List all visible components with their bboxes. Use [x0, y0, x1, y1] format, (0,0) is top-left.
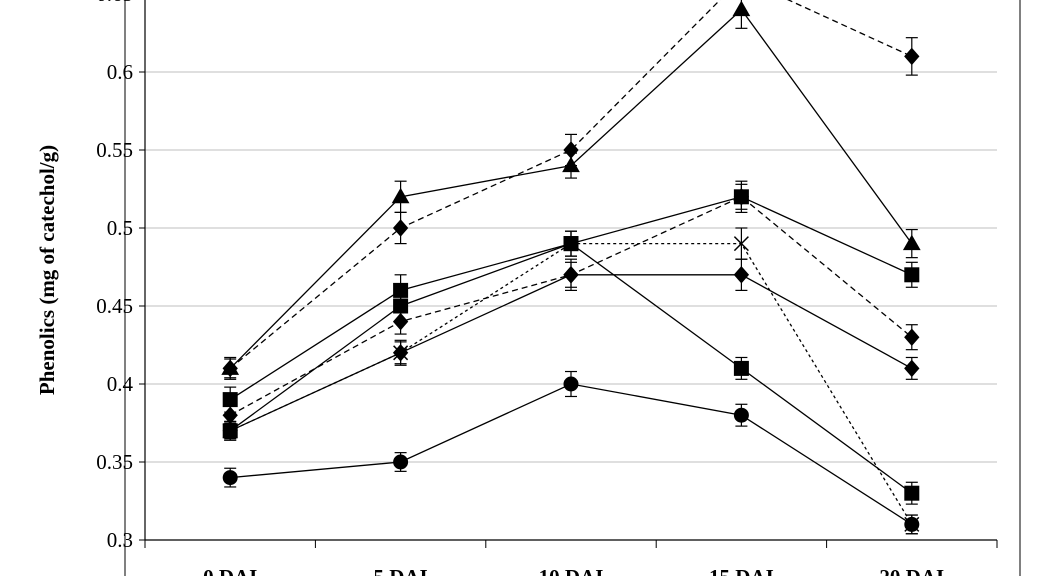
data-point-circle: [222, 470, 238, 486]
x-tick-label: 15 DAI: [709, 565, 774, 576]
y-tick-label: 0.55: [96, 138, 133, 162]
y-tick-labels: 0.3 0.35 0.4 0.45 0.5 0.55 0.6 0.65: [96, 0, 133, 552]
y-tick-label: 0.3: [107, 528, 133, 552]
data-point-cross: [563, 236, 579, 252]
data-point-cross: [222, 423, 238, 439]
data-point-triangle: [732, 0, 751, 17]
data-point-diamond: [222, 406, 238, 424]
y-tick-label: 0.6: [107, 60, 133, 84]
data-point-square: [222, 392, 238, 408]
data-point-diamond: [904, 328, 920, 346]
data-point-diamond: [563, 141, 579, 159]
y-tick-label: 0.35: [96, 450, 133, 474]
x-tick-label: 10 DAI: [539, 565, 604, 576]
series-7: [222, 258, 920, 441]
data-point-cross: [393, 345, 409, 361]
series-8: [222, 227, 920, 535]
x-tick-labels: 0 DAI 5 DAI 10 DAI 15 DAI 20 DAI: [203, 565, 944, 576]
axes: [144, 0, 998, 548]
data-point-square: [733, 360, 749, 376]
data-point-square: [904, 485, 920, 501]
data-point-cross: [904, 516, 920, 532]
y-tick-label: 0.65: [96, 0, 133, 6]
data-point-triangle: [902, 234, 921, 251]
y-tick-label: 0.4: [107, 372, 134, 396]
y-tick-label: 0.5: [107, 216, 133, 240]
plot-area: [124, 0, 1021, 576]
data-point-diamond: [904, 359, 920, 378]
series-1: [222, 370, 920, 535]
data-point-square: [904, 267, 920, 283]
series-line: [229, 8, 913, 369]
y-tick-label: 0.45: [96, 294, 133, 318]
data-point-circle: [563, 376, 579, 392]
data-point-diamond: [392, 219, 409, 237]
data-point-circle: [733, 407, 749, 423]
data-point-diamond: [733, 188, 750, 206]
series-3: [222, 0, 920, 379]
data-point-diamond: [222, 359, 238, 378]
x-tick-label: 20 DAI: [879, 565, 944, 576]
x-tick-label: 5 DAI: [373, 565, 427, 576]
series-2: [221, 0, 921, 380]
data-point-diamond: [733, 266, 750, 284]
series-line: [229, 274, 913, 432]
series-group: [221, 0, 921, 535]
data-point-diamond: [904, 47, 920, 66]
data-point-cross: [733, 236, 749, 252]
x-tick-label: 0 DAI: [203, 565, 257, 576]
series-line: [229, 196, 913, 401]
data-point-circle: [393, 454, 409, 470]
y-axis-title: Phenolics (mg of catechol/g): [35, 145, 59, 395]
series-line: [229, 0, 913, 369]
data-point-triangle: [391, 187, 410, 204]
series-line: [230, 383, 913, 525]
data-point-diamond: [392, 312, 409, 331]
data-point-diamond: [563, 266, 579, 284]
